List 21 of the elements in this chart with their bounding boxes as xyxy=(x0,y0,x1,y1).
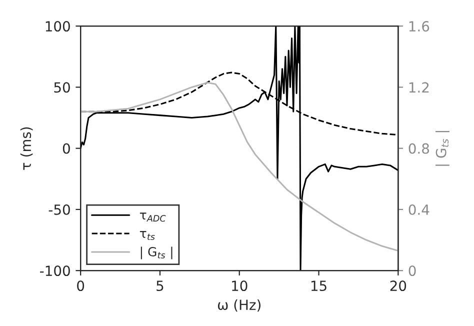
y-tick-label: -50 xyxy=(48,204,70,215)
x-tick-label: 5 xyxy=(156,280,164,292)
x-tick-label: 15 xyxy=(311,280,326,292)
x-tick-label: 0 xyxy=(77,280,84,292)
y2-tick-label: 0.8 xyxy=(408,143,430,154)
y-tick-label: -100 xyxy=(40,266,70,276)
y-axis-title: τ (ms) xyxy=(20,127,33,170)
legend-label: | G$_{ts}$ | xyxy=(140,246,172,260)
x-tick-label: 20 xyxy=(390,280,406,292)
y-tick-label: 100 xyxy=(46,21,70,32)
y-tick-label: 50 xyxy=(54,82,70,93)
legend-label: τ$_{ADC}$ xyxy=(140,212,166,222)
x-axis-title: ω (Hz) xyxy=(218,299,260,312)
y2-tick-label: 0.4 xyxy=(408,204,430,215)
legend-label: τ$_{ts}$ xyxy=(140,230,155,240)
y2-tick-label: 1.6 xyxy=(409,21,430,32)
y2-tick-label: 1.2 xyxy=(409,82,429,92)
y2-axis-title: | G$_{ts}$ | xyxy=(436,130,450,166)
y2-tick-label: 0 xyxy=(408,266,416,276)
y-tick-label: 0 xyxy=(62,143,70,154)
x-tick-label: 10 xyxy=(232,280,248,292)
